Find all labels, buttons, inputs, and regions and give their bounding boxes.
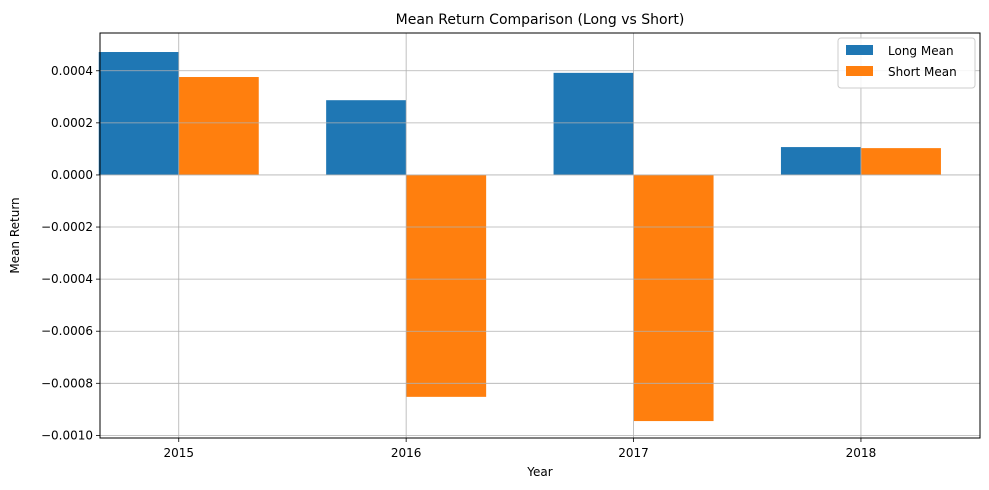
y-tick-label: −0.0002	[41, 220, 93, 234]
bar-short-mean-2016	[406, 174, 487, 397]
y-tick-label: −0.0010	[41, 428, 93, 442]
bar-long-mean-2016	[326, 100, 407, 175]
bar-long-mean-2018	[780, 147, 861, 175]
chart-title: Mean Return Comparison (Long vs Short)	[396, 12, 685, 28]
y-tick-label: −0.0004	[41, 272, 93, 286]
bar-long-mean-2015	[98, 52, 179, 175]
bar-short-mean-2018	[860, 148, 941, 175]
legend: Long Mean Short Mean	[837, 37, 976, 89]
bar-short-mean-2015	[178, 77, 259, 175]
bar-long-mean-2017	[553, 72, 634, 175]
bar-short-mean-2017	[633, 174, 714, 422]
y-tick-label: 0.0002	[51, 116, 93, 130]
x-axis: 2015 2016 2017 2018	[163, 438, 876, 460]
x-tick-label: 2016	[391, 446, 422, 460]
x-tick-label: 2018	[846, 446, 877, 460]
legend-swatch	[846, 45, 873, 55]
x-tick-label: 2015	[163, 446, 194, 460]
legend-swatch	[846, 66, 873, 76]
y-tick-label: −0.0008	[41, 376, 93, 390]
y-axis: 0.0004 0.0002 0.0000 −0.0002 −0.0004 −0.0006 −…	[41, 64, 100, 442]
plot-frame	[99, 32, 981, 439]
y-tick-label: −0.0006	[41, 324, 93, 338]
y-axis-title: Mean Return	[8, 197, 22, 273]
y-tick-label: 0.0000	[51, 168, 93, 182]
x-axis-title: Year	[526, 465, 552, 479]
legend-label: Long Mean	[888, 44, 954, 58]
bars	[98, 52, 941, 422]
y-tick-label: 0.0004	[51, 64, 93, 78]
legend-label: Short Mean	[888, 65, 957, 79]
x-tick-label: 2017	[618, 446, 649, 460]
grid-lines	[100, 33, 980, 438]
